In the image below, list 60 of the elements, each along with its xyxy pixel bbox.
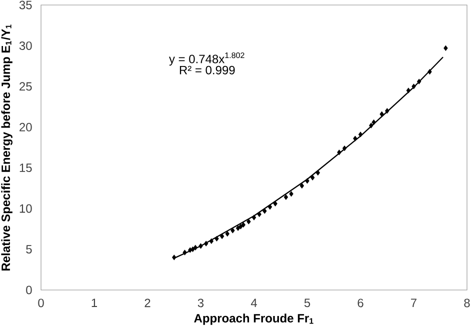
x-tick-label: 8 <box>464 298 470 308</box>
annotation: R² = 0.999 <box>180 66 235 74</box>
point <box>193 244 198 250</box>
x-tick-label: 2 <box>144 298 150 308</box>
x-tick-label: 7 <box>411 298 416 307</box>
x-tick-label: 6 <box>358 298 364 308</box>
point <box>353 136 358 142</box>
point <box>190 246 195 252</box>
point <box>316 170 320 176</box>
point <box>337 150 342 156</box>
x-tick-label: 4 <box>250 298 257 307</box>
point <box>230 228 235 234</box>
point <box>289 191 294 197</box>
x-tick-label: 0 <box>38 298 44 308</box>
point <box>342 146 347 151</box>
x-tick-label: 3 <box>198 298 204 308</box>
y-tick-label: 35 <box>19 0 32 10</box>
point <box>273 201 278 206</box>
point <box>444 45 448 51</box>
point <box>246 218 251 224</box>
point <box>172 254 176 260</box>
point <box>284 194 288 200</box>
point <box>209 238 214 244</box>
point <box>252 214 256 220</box>
point <box>300 183 304 188</box>
annotation: y = 0.748x$^{1.802}$ <box>168 52 244 66</box>
point <box>428 69 432 74</box>
point <box>385 108 390 114</box>
point <box>262 208 267 214</box>
point <box>369 122 374 128</box>
point <box>257 212 262 217</box>
point <box>268 204 272 210</box>
point <box>372 120 376 125</box>
point <box>238 224 243 230</box>
y-tick-label: 15 <box>20 164 32 172</box>
y-tick-label: 0 <box>26 286 32 294</box>
point <box>412 84 416 90</box>
point <box>225 231 230 236</box>
point <box>358 132 363 138</box>
x-axis-title: Approach Froude Fr$_{1}$ <box>194 314 314 325</box>
point <box>305 178 310 184</box>
point <box>214 236 219 242</box>
point <box>204 240 208 246</box>
x-tick-label: 1 <box>92 298 98 307</box>
point <box>198 243 203 249</box>
x-tick-label: 5 <box>304 298 310 308</box>
point <box>182 250 187 256</box>
point <box>220 234 224 239</box>
y-tick-label: 10 <box>20 204 32 213</box>
y-tick-label: 25 <box>20 82 32 91</box>
y-axis-title: Relative Specific Energy before Jump E$_{1}$/Y$_{1}$ <box>1 24 12 271</box>
point <box>406 88 410 94</box>
point <box>380 111 384 117</box>
y-tick-label: 5 <box>26 245 32 254</box>
point <box>236 225 240 231</box>
y-tick-label: 20 <box>20 122 32 132</box>
point <box>241 222 246 228</box>
point <box>417 78 422 84</box>
y-tick-label: 30 <box>19 41 32 50</box>
point <box>310 174 315 180</box>
